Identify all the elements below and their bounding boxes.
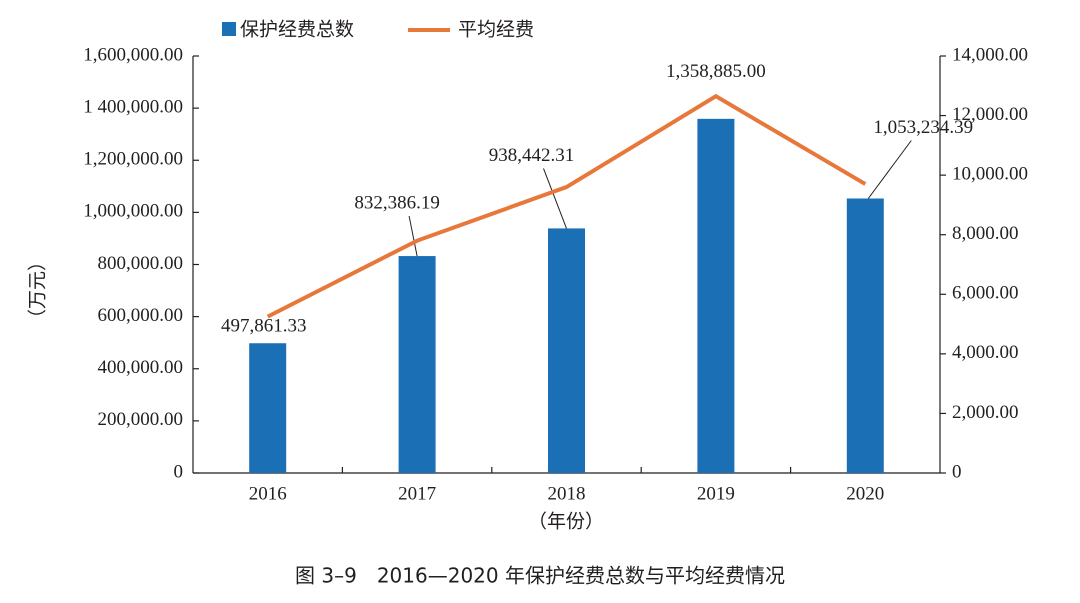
y-tick-label: 1,000,000.00 bbox=[83, 201, 183, 222]
y2-tick-label: 14,000.00 bbox=[952, 44, 1028, 65]
y2-tick-label: 12,000.00 bbox=[952, 104, 1028, 125]
leader-line bbox=[867, 140, 912, 199]
bar bbox=[697, 118, 735, 473]
x-tick-label: 2017 bbox=[398, 483, 436, 504]
caption: 图 3–9 2016—2020 年保护经费总数与平均经费情况 bbox=[295, 564, 785, 588]
legend-label: 平均经费 bbox=[458, 19, 534, 41]
legend-label: 保护经费总数 bbox=[240, 19, 354, 41]
x-tick-label: 2019 bbox=[697, 483, 735, 504]
y-axis-label: （万元） bbox=[27, 252, 49, 328]
y-tick-label: 1 400,000.00 bbox=[83, 96, 183, 117]
bar bbox=[249, 343, 287, 473]
leader-line bbox=[543, 168, 567, 229]
y2-tick-label: 4,000.00 bbox=[952, 342, 1019, 363]
y-tick-label: 600,000.00 bbox=[98, 305, 184, 326]
legend-swatch bbox=[222, 22, 236, 36]
leader-line bbox=[408, 215, 418, 257]
line bbox=[266, 93, 867, 319]
y-tick-label: 800,000.00 bbox=[98, 253, 184, 274]
y2-tick-label: 6,000.00 bbox=[952, 283, 1019, 304]
y-tick-label: 0 bbox=[174, 461, 184, 482]
data-label: 1,358,885.00 bbox=[666, 61, 766, 82]
y2-tick-label: 2,000.00 bbox=[952, 402, 1019, 423]
x-axis-label: （年份） bbox=[528, 511, 604, 533]
y2-tick-label: 0 bbox=[952, 461, 962, 482]
y-tick-label: 1,600,000.00 bbox=[83, 44, 183, 65]
data-label: 497,861.33 bbox=[221, 316, 307, 337]
y2-tick-label: 10,000.00 bbox=[952, 164, 1028, 185]
y-tick-label: 1,200,000.00 bbox=[83, 149, 183, 170]
x-tick-label: 2018 bbox=[548, 483, 586, 504]
bar bbox=[548, 228, 585, 473]
y2-tick-label: 8,000.00 bbox=[952, 223, 1019, 244]
data-label: 1,053,234.39 bbox=[873, 117, 973, 138]
bar bbox=[846, 198, 884, 473]
y-tick-label: 400,000.00 bbox=[98, 357, 184, 378]
data-label: 938,442.31 bbox=[489, 145, 575, 166]
x-tick-label: 2016 bbox=[249, 483, 287, 504]
y-tick-label: 200,000.00 bbox=[98, 409, 184, 430]
bar bbox=[398, 256, 436, 473]
x-tick-label: 2020 bbox=[846, 483, 884, 504]
data-label: 832,386.19 bbox=[354, 192, 440, 213]
